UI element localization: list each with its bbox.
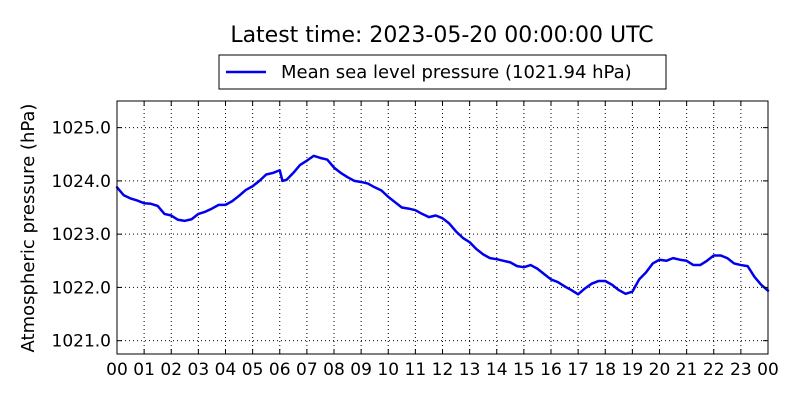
x-tick-label: 00	[106, 360, 128, 380]
plot-frame	[116, 100, 769, 355]
x-tick-label: 03	[188, 360, 210, 380]
y-tick-label: 1022.0	[52, 278, 111, 298]
series-line-mean-sea-level-pressure	[115, 154, 770, 296]
x-tick-label: 13	[459, 360, 481, 380]
x-tick-label: 21	[676, 360, 698, 380]
y-tick-label: 1023.0	[52, 225, 111, 245]
x-tick-label: 20	[649, 360, 671, 380]
x-tick-label: 02	[160, 360, 182, 380]
x-tick-label: 17	[567, 360, 589, 380]
x-tick-label: 11	[405, 360, 427, 380]
x-tick-label: 16	[540, 360, 562, 380]
x-tick-label: 12	[432, 360, 454, 380]
x-tick-label: 10	[377, 360, 399, 380]
x-tick-label: 04	[215, 360, 237, 380]
x-tick-label: 00	[757, 360, 779, 380]
y-axis-label: Atmospheric pressure (hPa)	[18, 104, 39, 353]
x-tick-label: 15	[513, 360, 535, 380]
x-tick-label: 22	[703, 360, 725, 380]
x-tick-label: 23	[730, 360, 752, 380]
y-tick-label: 1025.0	[52, 119, 111, 139]
tick-layer: 00 01 02 03 04 05 06 07 08 09 10 11 12 13 14 15 16 17 18 19…	[52, 101, 779, 380]
legend-label-mean-sea-level-pressure: Mean sea level pressure (1021.94 hPa)	[281, 62, 632, 83]
x-tick-label: 07	[296, 360, 318, 380]
x-tick-label: 18	[594, 360, 616, 380]
x-tick-label: 01	[133, 360, 155, 380]
chart-title: Latest time: 2023-05-20 00:00:00 UTC	[230, 23, 653, 48]
legend-box	[218, 54, 667, 90]
x-tick-label: 06	[269, 360, 291, 380]
y-tick-label: 1024.0	[52, 172, 111, 192]
x-tick-label: 14	[486, 360, 508, 380]
legend: Mean sea level pressure (1021.94 hPa)	[218, 54, 667, 90]
x-tick-label: 05	[242, 360, 264, 380]
grid-layer	[117, 101, 768, 354]
series-layer	[115, 154, 770, 296]
x-tick-label: 09	[350, 360, 372, 380]
x-tick-label: 08	[323, 360, 345, 380]
x-tick-label: 19	[622, 360, 644, 380]
y-tick-label: 1021.0	[52, 332, 111, 352]
